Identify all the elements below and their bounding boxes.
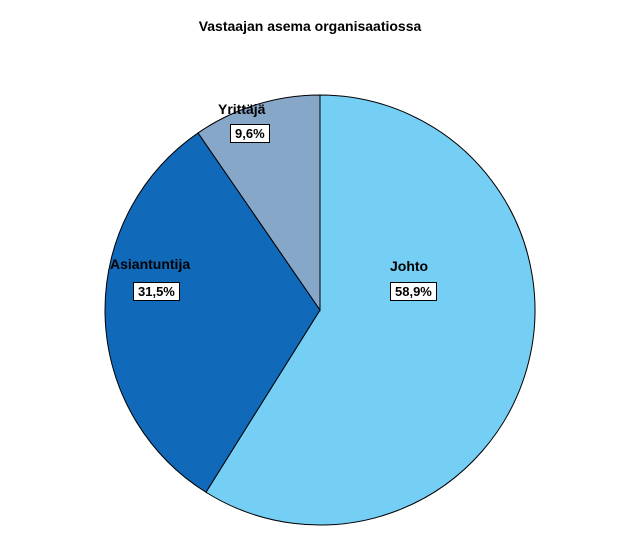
pie-chart-svg [0,0,620,552]
slice-pct-asiantuntija: 31,5% [133,282,180,301]
chart-title: Vastaajan asema organisaatiossa [0,18,620,34]
slice-label-johto: Johto [390,258,428,274]
pie-chart-container: Vastaajan asema organisaatiossa Johto 58… [0,0,620,552]
slice-pct-yrittaja: 9,6% [230,124,270,143]
slice-label-asiantuntija: Asiantuntija [110,256,190,272]
slice-label-yrittaja: Yrittäjä [218,101,265,117]
slice-pct-johto: 58,9% [390,282,437,301]
